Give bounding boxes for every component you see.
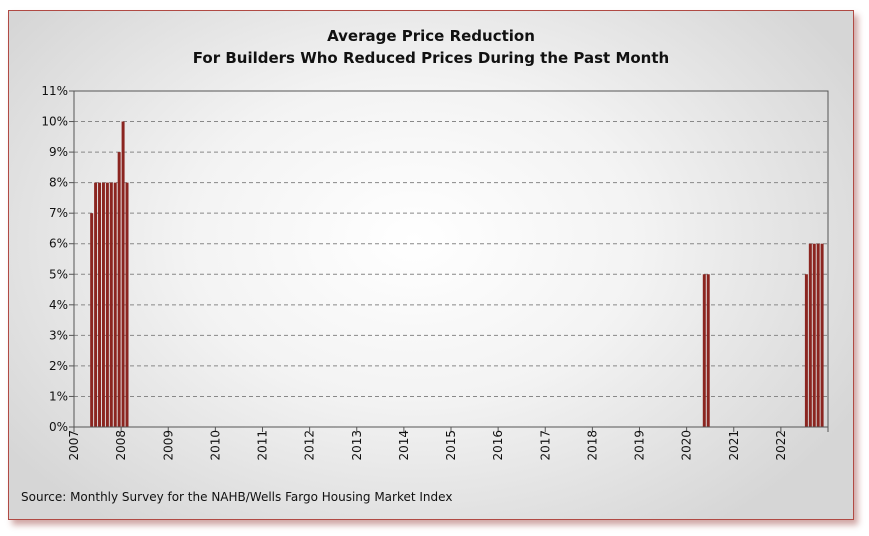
y-tick-label: 2% bbox=[49, 359, 68, 373]
x-tick-label: 2018 bbox=[585, 430, 599, 461]
y-tick-label: 11% bbox=[41, 84, 68, 98]
source-note: Source: Monthly Survey for the NAHB/Well… bbox=[21, 490, 453, 504]
x-tick-labels: 2007 2008 2009 2010 2011 2012 2013 2014 2015 2016… bbox=[67, 430, 788, 461]
bar bbox=[109, 182, 113, 427]
grid-lines bbox=[74, 121, 828, 397]
chart-subtitle: For Builders Who Reduced Prices During t… bbox=[192, 49, 670, 67]
y-tick-label: 4% bbox=[49, 298, 68, 312]
bar bbox=[706, 274, 710, 427]
x-tick-label: 2012 bbox=[303, 430, 317, 461]
y-tick-labels: 0% 1% 2% 3% 4% 5% 6% 7% 8% 9% 10% 11% bbox=[41, 84, 68, 434]
bar bbox=[804, 274, 808, 427]
y-tick-label: 8% bbox=[49, 176, 68, 190]
x-tick-label: 2014 bbox=[397, 430, 411, 461]
x-tick-label: 2007 bbox=[67, 430, 81, 461]
bar bbox=[808, 243, 812, 427]
y-tick-label: 7% bbox=[49, 206, 68, 220]
x-tick-label: 2011 bbox=[256, 430, 270, 461]
x-tick-label: 2020 bbox=[680, 430, 694, 461]
chart-plot: 0%1%2%3%4%5%6%7%8%9%10%11% 2007 2008 2009 2… bbox=[41, 84, 829, 461]
bar bbox=[121, 121, 125, 427]
axes bbox=[69, 90, 829, 432]
x-tick-label: 2016 bbox=[491, 430, 505, 461]
bar bbox=[117, 152, 121, 427]
bar bbox=[101, 182, 105, 427]
y-tick-label: 0% bbox=[49, 420, 68, 434]
bar bbox=[98, 182, 102, 427]
x-tick-label: 2010 bbox=[208, 430, 222, 461]
x-tick-label: 2008 bbox=[114, 430, 128, 461]
y-tick-label: 6% bbox=[49, 237, 68, 251]
x-tick-label: 2009 bbox=[161, 430, 175, 461]
x-tick-label: 2013 bbox=[350, 430, 364, 461]
bar bbox=[702, 274, 706, 427]
y-tick-label: 9% bbox=[49, 145, 68, 159]
bar bbox=[113, 182, 117, 427]
y-tick-label: 5% bbox=[49, 267, 68, 281]
bar bbox=[90, 213, 94, 427]
x-tick-label: 2022 bbox=[774, 430, 788, 461]
bar bbox=[105, 182, 109, 427]
chart-title: Average Price Reduction bbox=[327, 27, 535, 45]
plot-area-border bbox=[73, 90, 829, 428]
chart-title-block: Average Price Reduction For Builders Who… bbox=[9, 25, 853, 69]
bar bbox=[816, 243, 820, 427]
bar-series bbox=[90, 121, 824, 427]
x-tick-label: 2015 bbox=[444, 430, 458, 461]
x-tick-label: 2017 bbox=[538, 430, 552, 461]
y-tick-label: 3% bbox=[49, 328, 68, 342]
bar bbox=[812, 243, 816, 427]
bar bbox=[94, 182, 98, 427]
y-tick-label: 10% bbox=[41, 115, 68, 129]
y-tick-label: 1% bbox=[49, 389, 68, 403]
x-tick-label: 2021 bbox=[727, 430, 741, 461]
chart-frame: Average Price Reduction For Builders Who… bbox=[8, 10, 854, 520]
bar bbox=[125, 182, 129, 427]
bar bbox=[820, 243, 824, 427]
x-tick-label: 2019 bbox=[633, 430, 647, 461]
